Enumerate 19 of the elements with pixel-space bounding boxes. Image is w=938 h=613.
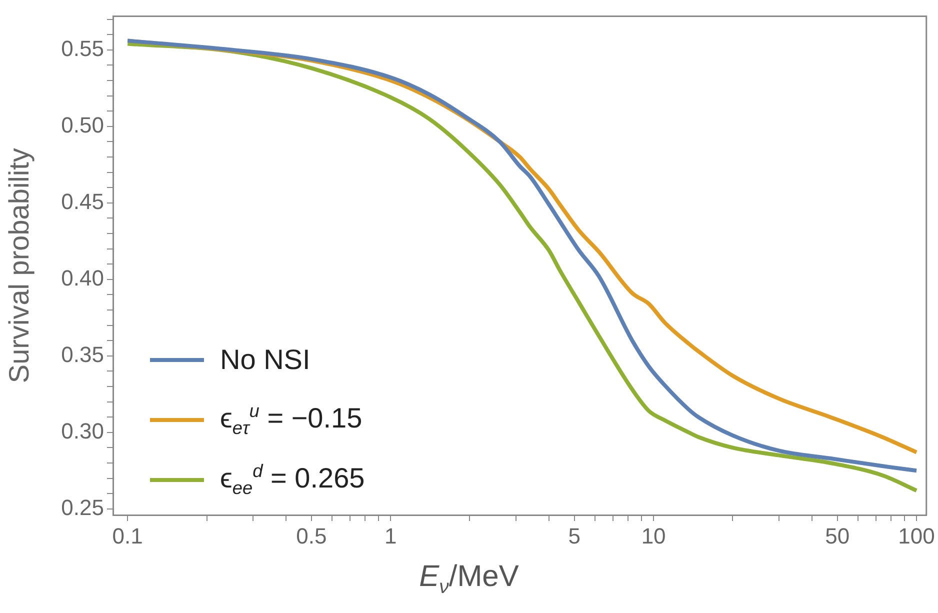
x-tick-label: 0.1: [112, 523, 143, 548]
y-tick-label: 0.50: [61, 112, 104, 138]
x-tick-label: 5: [568, 523, 581, 548]
y-tick-label: 0.35: [61, 342, 104, 367]
y-tick-label: 0.30: [61, 418, 104, 444]
legend-label: No NSI: [220, 344, 310, 376]
x-tick-label: 0.5: [296, 523, 327, 548]
y-tick-label: 0.25: [61, 494, 104, 520]
legend-label: ϵ$_{ee}$$^{d}$ = 0.265: [220, 461, 365, 499]
legend-label: ϵ$_{eτ}$$^{u}$ = −0.15: [220, 401, 362, 439]
x-tick-label: 1: [384, 523, 397, 548]
x-tick-label: 100: [898, 523, 935, 548]
x-tick-label: 50: [825, 523, 850, 548]
x-tick-label: 10: [641, 523, 666, 548]
y-axis-title: Survival probability: [4, 148, 35, 384]
x-axis-title: E$_{ν}$/MeV: [418, 560, 520, 599]
y-tick-label: 0.40: [61, 265, 104, 290]
y-tick-label: 0.55: [61, 36, 104, 61]
y-tick-label: 0.45: [61, 188, 104, 214]
